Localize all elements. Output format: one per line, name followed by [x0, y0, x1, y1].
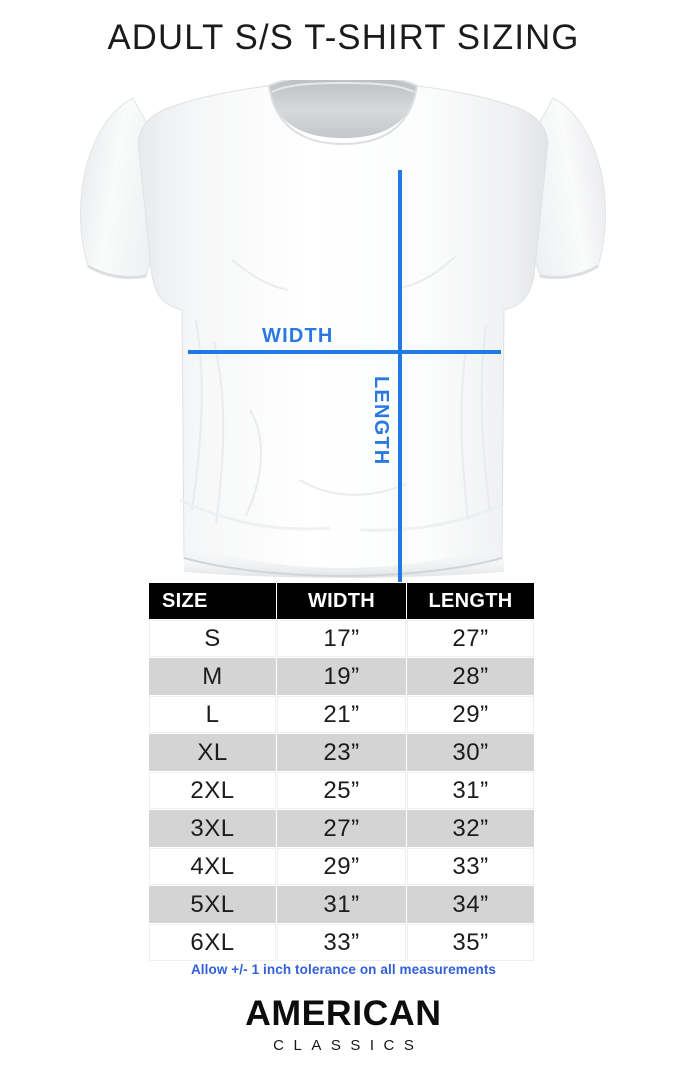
table-row: M 19” 28” [149, 658, 534, 695]
cell-width: 31” [277, 886, 406, 923]
cell-size: XL [149, 734, 276, 771]
cell-width: 25” [277, 772, 406, 809]
cell-size: M [149, 658, 276, 695]
right-sleeve-hem [539, 264, 599, 280]
bottom-hem [183, 557, 503, 578]
length-label: LENGTH [370, 376, 392, 466]
fabric-folds [191, 255, 491, 525]
cell-width: 29” [277, 848, 406, 885]
cell-size: L [149, 696, 276, 733]
cell-width: 23” [277, 734, 406, 771]
tshirt-graphic [80, 80, 606, 578]
tshirt-illustration: WIDTH LENGTH [0, 80, 687, 646]
table-row: 4XL 29” 33” [149, 848, 534, 885]
cell-length: 33” [407, 848, 534, 885]
table-row: L 21” 29” [149, 696, 534, 733]
width-measure-line [188, 350, 501, 354]
cell-length: 27” [407, 620, 534, 657]
tolerance-note: Allow +/- 1 inch tolerance on all measur… [190, 962, 497, 977]
cell-length: 34” [407, 886, 534, 923]
shirt-body [137, 85, 549, 577]
collar-opening [269, 80, 417, 138]
header-size: SIZE [149, 583, 276, 619]
cell-length: 30” [407, 734, 534, 771]
table-header-row: SIZE WIDTH LENGTH [149, 583, 534, 619]
size-table: SIZE WIDTH LENGTH S 17” 27” M 19” 28” L 21” 29” X… [148, 582, 535, 962]
cell-width: 27” [277, 810, 406, 847]
cell-width: 33” [277, 924, 406, 961]
cell-size: S [149, 620, 276, 657]
cell-width: 19” [277, 658, 406, 695]
length-measure-line [398, 170, 402, 646]
cell-length: 28” [407, 658, 534, 695]
cell-size: 3XL [149, 810, 276, 847]
cell-size: 2XL [149, 772, 276, 809]
page-title: ADULT S/S T-SHIRT SIZING [107, 18, 580, 57]
cell-length: 31” [407, 772, 534, 809]
brand-name: AMERICAN [245, 994, 442, 1033]
header-width: WIDTH [277, 583, 406, 619]
size-table-container: SIZE WIDTH LENGTH S 17” 27” M 19” 28” L 21” 29” X… [148, 582, 535, 962]
table-row: 2XL 25” 31” [149, 772, 534, 809]
cell-length: 35” [407, 924, 534, 961]
fabric-folds-soft [179, 498, 505, 532]
table-row: XL 23” 30” [149, 734, 534, 771]
cell-width: 21” [277, 696, 406, 733]
table-row: 5XL 31” 34” [149, 886, 534, 923]
size-table-body: S 17” 27” M 19” 28” L 21” 29” XL 23” 30” 2XL 25” 31” 3X… [149, 620, 534, 961]
brand-tagline: CLASSICS [273, 1037, 424, 1055]
neck-ribbing [267, 80, 419, 146]
cell-length: 32” [407, 810, 534, 847]
hem-shadow [184, 542, 504, 578]
header-length: LENGTH [407, 583, 534, 619]
table-row: 6XL 33” 35” [149, 924, 534, 961]
brand-logo: AMERICAN CLASSICS [0, 994, 687, 1055]
table-row: 3XL 27” 32” [149, 810, 534, 847]
cell-length: 29” [407, 696, 534, 733]
cell-size: 6XL [149, 924, 276, 961]
left-sleeve-hem [87, 264, 147, 280]
cell-size: 4XL [149, 848, 276, 885]
cell-size: 5XL [149, 886, 276, 923]
width-label: WIDTH [262, 325, 334, 347]
neck-ribbing-inner [271, 81, 415, 93]
table-row: S 17” 27” [149, 620, 534, 657]
cell-width: 17” [277, 620, 406, 657]
